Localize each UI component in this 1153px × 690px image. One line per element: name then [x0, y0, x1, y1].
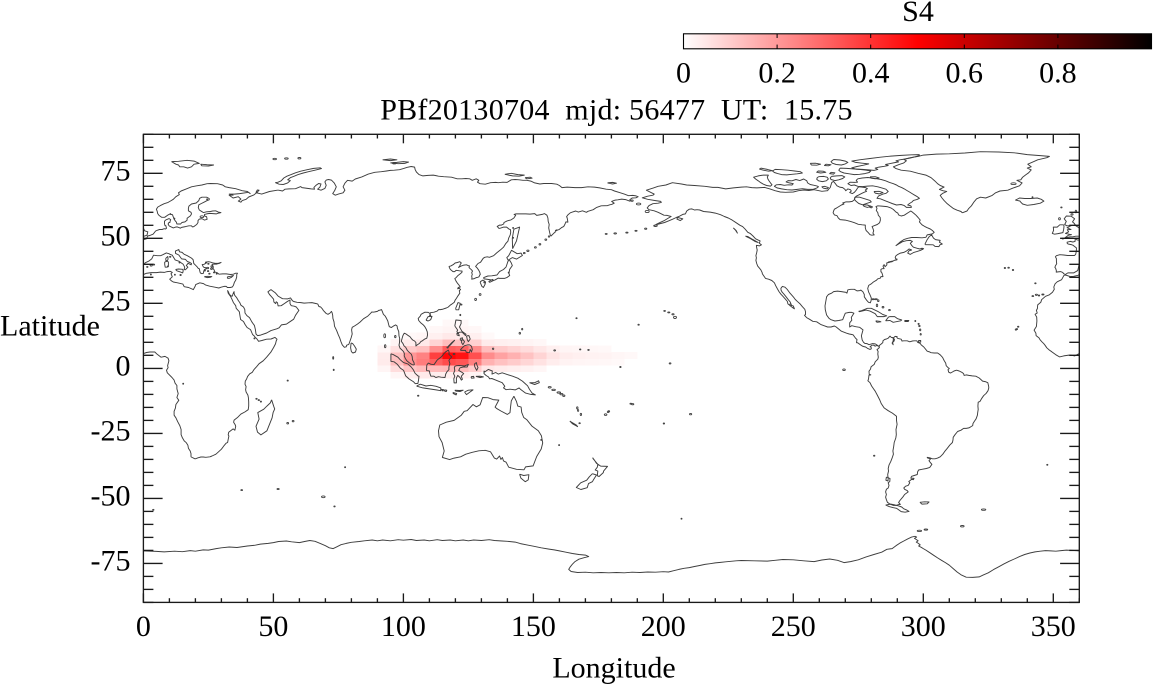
- svg-text:350: 350: [1031, 610, 1076, 643]
- svg-text:Longitude: Longitude: [552, 652, 675, 685]
- svg-text:0.2: 0.2: [758, 57, 796, 90]
- svg-text:300: 300: [901, 610, 946, 643]
- svg-text:0.8: 0.8: [1039, 57, 1077, 90]
- svg-text:0: 0: [136, 610, 151, 643]
- svg-text:-50: -50: [91, 480, 131, 513]
- svg-text:0: 0: [676, 57, 691, 90]
- svg-text:-75: -75: [91, 545, 131, 578]
- svg-text:S4: S4: [902, 0, 934, 28]
- svg-text:50: 50: [258, 610, 288, 643]
- svg-text:PBf20130704 mjd: 56477 UT:: PBf20130704 mjd: 56477 UT: 15.75: [380, 94, 853, 127]
- svg-text:-25: -25: [91, 415, 131, 448]
- svg-text:200: 200: [641, 610, 686, 643]
- svg-text:100: 100: [381, 610, 426, 643]
- svg-text:Latitude: Latitude: [0, 310, 100, 343]
- svg-text:150: 150: [511, 610, 556, 643]
- svg-text:25: 25: [101, 285, 131, 318]
- svg-text:50: 50: [101, 220, 131, 253]
- svg-text:0.6: 0.6: [946, 57, 984, 90]
- svg-text:250: 250: [771, 610, 816, 643]
- svg-text:0.4: 0.4: [852, 57, 890, 90]
- svg-text:75: 75: [101, 155, 131, 188]
- svg-text:0: 0: [116, 350, 131, 383]
